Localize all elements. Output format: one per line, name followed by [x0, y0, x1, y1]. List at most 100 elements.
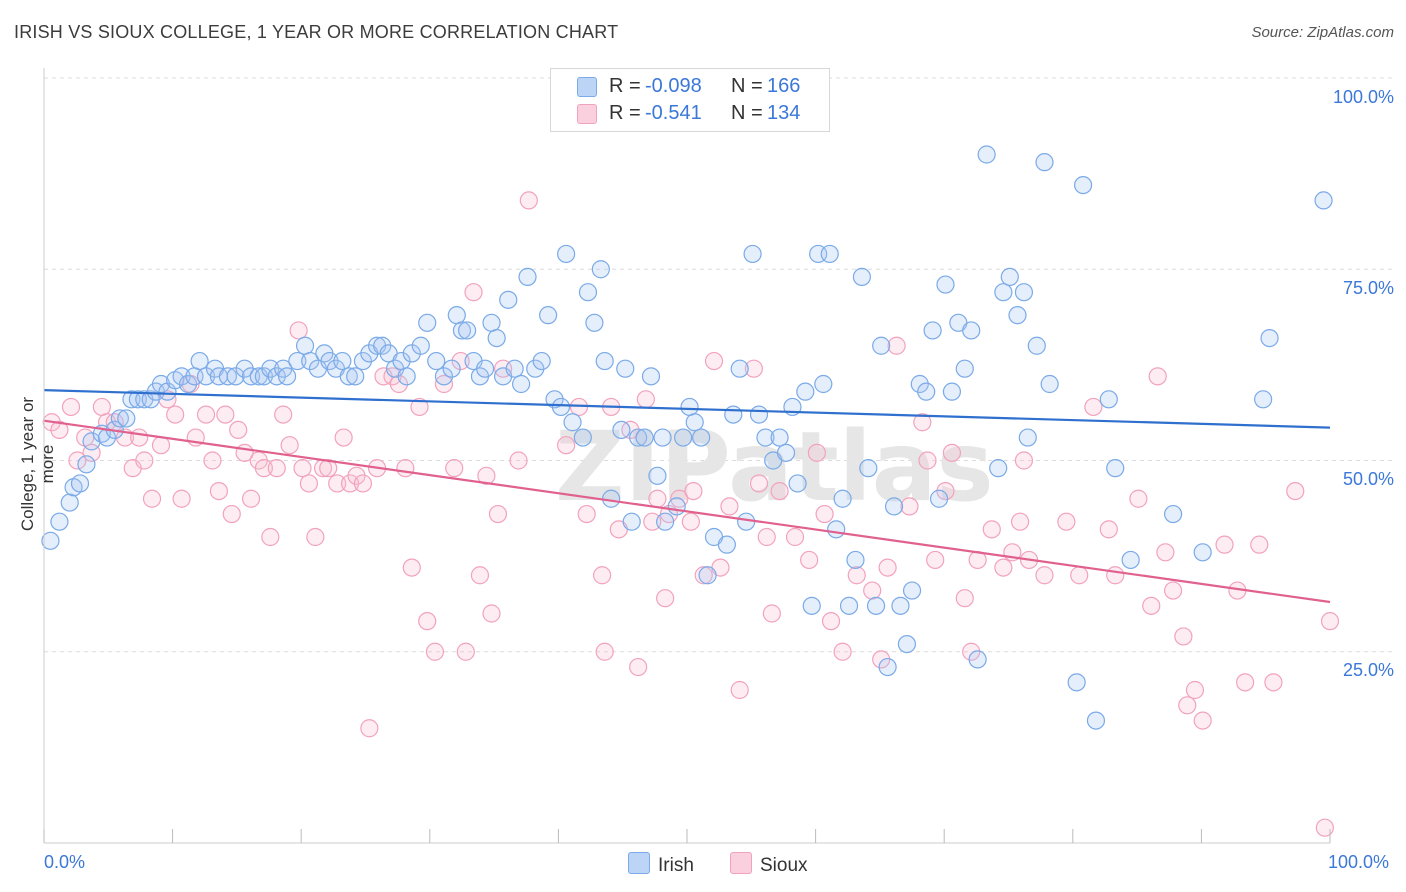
irish-point [77, 455, 96, 474]
sioux-point [942, 443, 962, 462]
irish-point [1314, 191, 1333, 210]
irish-point [591, 260, 610, 279]
irish-point [839, 596, 859, 615]
y-tick-label: 75.0% [1342, 278, 1394, 298]
sioux-point [1129, 489, 1148, 508]
irish-point [241, 367, 261, 386]
sioux-point [396, 459, 415, 478]
sioux-point [142, 489, 162, 508]
sioux-point [1142, 596, 1161, 615]
sioux-point [229, 420, 248, 439]
sioux-point [92, 397, 111, 417]
sioux-point [1193, 711, 1212, 730]
sioux-point [425, 642, 445, 661]
irish-point [551, 397, 571, 417]
sioux-point [982, 520, 1001, 539]
legend-n-label: N = [731, 75, 763, 97]
sioux-point [293, 459, 312, 478]
irish-point [1073, 176, 1093, 195]
sioux-point [807, 443, 826, 462]
sioux-point [629, 657, 648, 677]
sioux-point [389, 374, 409, 394]
irish-point [557, 244, 576, 264]
sioux-point [557, 436, 576, 455]
irish-point [218, 367, 237, 386]
irish-point [878, 657, 897, 677]
irish-point [288, 351, 307, 371]
sioux-point [762, 604, 781, 623]
legend-item-irish[interactable]: Irish [628, 852, 694, 877]
sioux-point [643, 512, 662, 531]
source-label: Source: ZipAtlas.com [1251, 24, 1394, 41]
sioux-point [1164, 581, 1183, 600]
irish-point [737, 512, 756, 531]
sioux-trend-line [43, 419, 1331, 604]
sioux-point [1250, 535, 1269, 554]
irish-point [653, 428, 672, 447]
x-tick-min: 0.0% [44, 852, 86, 872]
sioux-label: Sioux [760, 855, 808, 876]
sioux-point [470, 566, 490, 585]
sioux-point [274, 405, 293, 424]
irish-point [427, 351, 446, 371]
irish-point [641, 367, 661, 386]
sioux-point [353, 474, 373, 493]
irish-point [434, 367, 454, 386]
irish-point [339, 367, 358, 386]
irish-point [929, 489, 949, 508]
sioux-point [656, 589, 675, 608]
irish-point [475, 359, 495, 378]
irish-point [692, 428, 711, 447]
legend-n-value: 166 [767, 75, 801, 97]
sioux-swatch [730, 852, 752, 874]
irish-point [117, 409, 136, 428]
irish-point [128, 390, 147, 409]
irish-point [41, 531, 60, 550]
sioux-point [821, 612, 841, 631]
irish-point [190, 351, 209, 371]
sioux-point [151, 436, 171, 455]
irish-point [629, 428, 648, 447]
legend-item-sioux[interactable]: Sioux [730, 852, 808, 877]
irish-point [1067, 673, 1086, 692]
irish-point [1164, 504, 1183, 524]
sioux-points [42, 191, 1340, 837]
irish-label: Irish [658, 855, 694, 876]
irish-point [295, 336, 315, 355]
irish-point [936, 275, 955, 294]
irish-point [616, 359, 635, 378]
trend-lines [43, 389, 1331, 604]
sioux-point [749, 474, 769, 493]
legend-row-sioux: R = -0.541 N = 134 [551, 101, 829, 127]
irish-point [994, 283, 1013, 302]
sioux-point [1035, 566, 1054, 585]
sioux-point [360, 719, 379, 738]
irish-point [698, 566, 717, 585]
sioux-point [334, 428, 353, 447]
irish-point [730, 359, 749, 378]
legend-row-irish: R = -0.098 N = 166 [551, 74, 829, 100]
y-tick-label: 100.0% [1332, 87, 1394, 107]
sioux-point [280, 436, 299, 455]
irish-point [891, 596, 910, 615]
irish-point [833, 489, 852, 508]
sioux-point [410, 397, 429, 417]
irish-point [788, 474, 807, 493]
irish-point [397, 367, 416, 386]
sioux-point [595, 642, 614, 661]
sioux-point [704, 351, 724, 371]
irish-point [1260, 329, 1279, 348]
irish-point [796, 382, 815, 401]
sioux-point [1286, 482, 1305, 501]
irish-point [717, 535, 736, 554]
sioux-point [402, 558, 421, 577]
sioux-point [166, 405, 185, 424]
sioux-point [1099, 520, 1118, 539]
axes [43, 68, 1331, 844]
sioux-point [1185, 680, 1205, 700]
sioux-point [1148, 367, 1167, 386]
sioux-point [68, 451, 87, 470]
irish-point [532, 351, 551, 371]
irish-point [585, 313, 604, 332]
